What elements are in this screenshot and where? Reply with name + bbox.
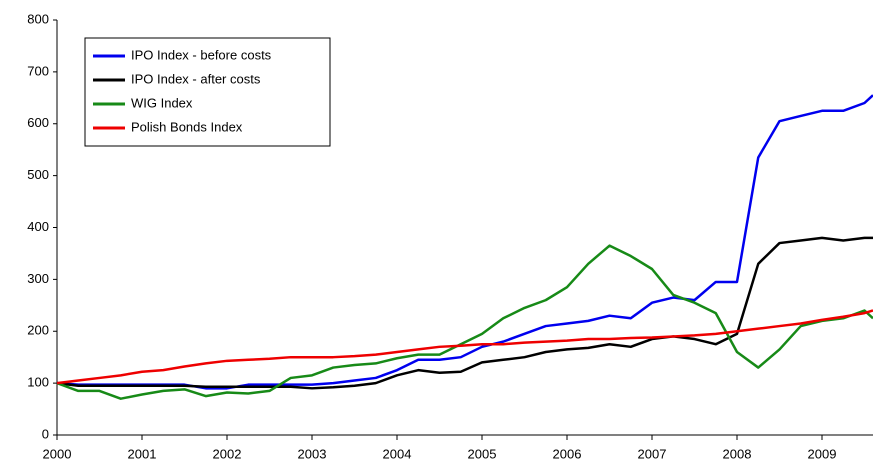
x-tick-label: 2009 <box>808 446 837 461</box>
y-tick-label: 500 <box>27 167 49 182</box>
x-tick-label: 2002 <box>213 446 242 461</box>
series-line <box>56 236 873 390</box>
y-tick-label: 100 <box>27 375 49 390</box>
legend-label: IPO Index - after costs <box>131 71 261 86</box>
x-tick-label: 2005 <box>468 446 497 461</box>
x-tick-label: 2000 <box>43 446 72 461</box>
y-tick-label: 700 <box>27 63 49 78</box>
x-tick-label: 2004 <box>383 446 412 461</box>
y-tick-label: 300 <box>27 271 49 286</box>
y-tick-label: 0 <box>42 426 49 441</box>
y-tick-label: 200 <box>27 323 49 338</box>
x-tick-label: 2001 <box>128 446 157 461</box>
legend-label: WIG Index <box>131 95 193 110</box>
x-tick-label: 2006 <box>553 446 582 461</box>
x-tick-label: 2007 <box>638 446 667 461</box>
y-tick-label: 800 <box>27 11 49 26</box>
series-line <box>56 309 873 385</box>
series-line <box>56 244 873 400</box>
x-tick-label: 2003 <box>298 446 327 461</box>
y-tick-label: 600 <box>27 115 49 130</box>
legend-label: Polish Bonds Index <box>131 119 243 134</box>
legend-label: IPO Index - before costs <box>131 47 272 62</box>
y-tick-label: 400 <box>27 219 49 234</box>
legend-box <box>84 37 331 147</box>
x-tick-label: 2008 <box>723 446 752 461</box>
